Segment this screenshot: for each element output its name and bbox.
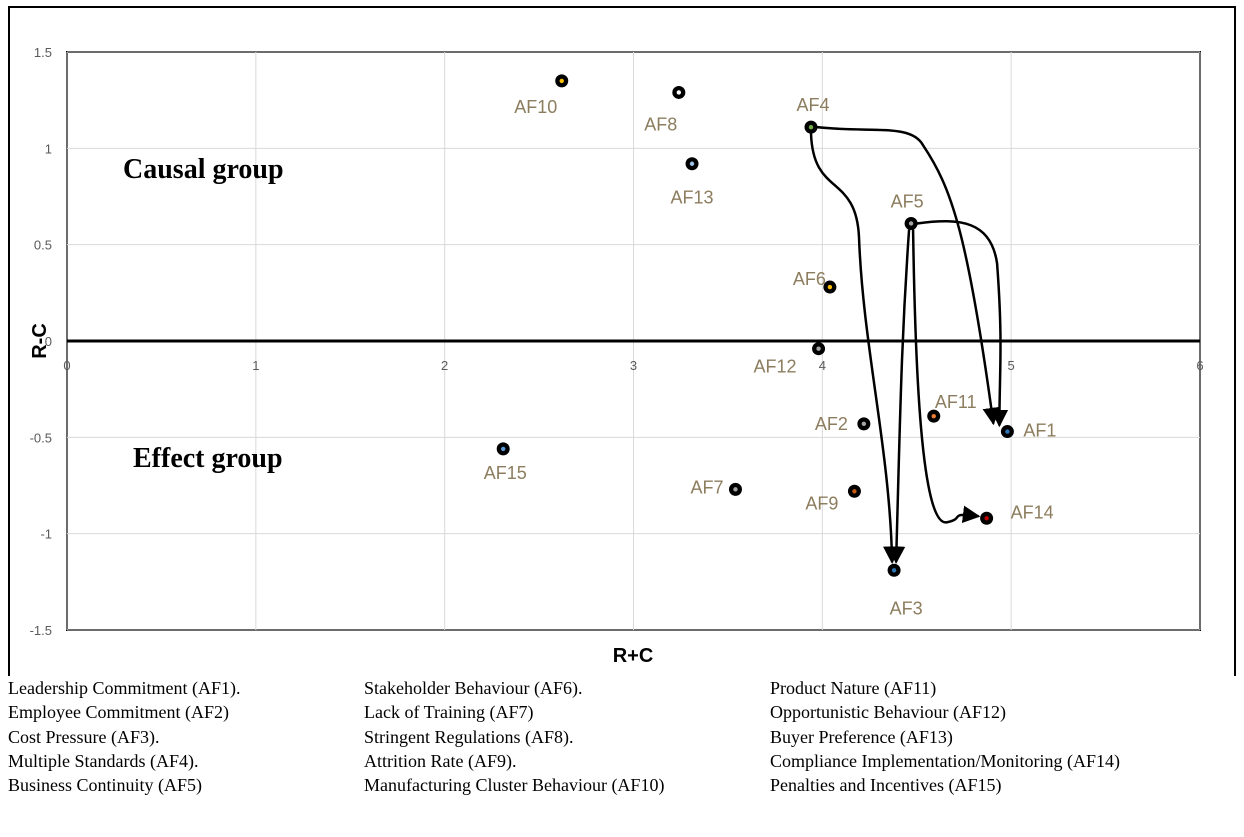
point-af12 [812, 342, 826, 356]
legend-item: Cost Pressure (AF3). [8, 726, 160, 747]
point-af6 [823, 280, 837, 294]
scatter-chart: 0 1 2 3 4 5 61.510.50-0.5-1-1.5 AF1AF2AF3AF4AF… [8, 6, 1236, 676]
x-tick-label: 0 [63, 358, 70, 373]
point-marker-center [676, 90, 682, 95]
point-marker-center [891, 568, 897, 573]
legend-column-3: Product Nature (AF11) Opportunistic Beha… [770, 676, 1120, 797]
point-marker-center [984, 516, 989, 521]
y-tick-label: -0.5 [30, 430, 52, 445]
y-tick-label: -1.5 [30, 623, 52, 638]
point-label-af15: AF15 [484, 463, 527, 483]
tick-labels: 0 1 2 3 4 5 6 1.5 1 0.5 0 -0.5 -1 -1.5 [30, 45, 1204, 638]
legend-item: Manufacturing Cluster Behaviour (AF10) [364, 775, 665, 796]
point-af8 [672, 85, 686, 99]
point-af11 [927, 409, 941, 423]
point-af14 [980, 511, 994, 525]
x-tick-label: 1 [252, 358, 259, 373]
arrow-af4-to-af1 [816, 125, 1000, 426]
point-marker-center [908, 221, 914, 226]
point-label-af8: AF8 [644, 114, 677, 134]
legend-item: Product Nature (AF11) [770, 678, 937, 698]
point-af13 [685, 157, 699, 171]
point-marker-center [559, 78, 564, 84]
point-labels: AF1 AF2 AF3 AF4 AF5 AF6 AF7 AF8 AF9 AF10 AF11 AF12 A… [484, 95, 1057, 618]
y-tick-label: 0.5 [34, 238, 52, 253]
point-marker-center [1005, 429, 1010, 434]
x-tick-label: 2 [441, 358, 448, 373]
point-af1 [1000, 425, 1014, 439]
arrow-af5-to-af3 [887, 229, 911, 565]
legend-item: Attrition Rate (AF9). [364, 750, 517, 771]
legend-item: Stakeholder Behaviour (AF6). [364, 678, 583, 698]
x-tick-label: 4 [819, 358, 826, 373]
point-af9 [847, 484, 861, 498]
legend-item: Stringent Regulations (AF8). [364, 726, 574, 747]
legend-item: Penalties and Incentives (AF15) [770, 775, 1002, 796]
point-label-af9: AF9 [805, 493, 838, 513]
point-af2 [857, 417, 871, 431]
point-af3 [887, 563, 901, 577]
arrow-af5-to-af1 [916, 220, 1009, 428]
point-label-af1: AF1 [1023, 421, 1056, 441]
point-marker-center [808, 124, 814, 130]
gridlines [66, 51, 1201, 631]
legend-item: Business Continuity (AF5) [8, 775, 203, 796]
y-tick-label: 0 [45, 334, 52, 349]
point-label-af10: AF10 [514, 97, 557, 117]
point-af15 [496, 442, 510, 456]
point-af4 [804, 120, 818, 134]
point-label-af12: AF12 [754, 357, 797, 377]
legend-item: Lack of Training (AF7) [364, 702, 534, 723]
point-label-af7: AF7 [690, 477, 723, 497]
legend-item: Opportunistic Behaviour (AF12) [770, 702, 1006, 723]
point-marker-center [689, 161, 695, 166]
effect-group-label: Effect group [133, 443, 283, 474]
x-tick-label: 6 [1196, 358, 1203, 373]
point-af5 [904, 216, 918, 230]
y-tick-label: 1.5 [34, 45, 52, 60]
legend-item: Multiple Standards (AF4). [8, 750, 199, 771]
y-tick-label: -1 [40, 527, 52, 542]
point-marker-center [816, 346, 821, 351]
arrow-af5-to-af14 [911, 229, 981, 524]
influence-arrows [809, 125, 1009, 565]
causal-group-label: Causal group [123, 154, 284, 185]
legend-item: Buyer Preference (AF13) [770, 726, 953, 747]
y-axis-title: R-C [29, 323, 51, 359]
point-label-af14: AF14 [1011, 502, 1054, 522]
data-points [496, 74, 1014, 577]
factor-legend: Leadership Commitment (AF1). Employee Co… [8, 676, 1244, 836]
legend-item: Employee Commitment (AF2) [8, 702, 229, 723]
point-label-af13: AF13 [671, 188, 714, 208]
point-label-af6: AF6 [793, 269, 826, 289]
point-marker-center [501, 446, 506, 452]
point-marker-center [733, 487, 738, 492]
legend-column-1: Leadership Commitment (AF1). Employee Co… [8, 676, 240, 797]
arrow-af4-to-af3 [809, 133, 901, 565]
x-axis-title: R+C [613, 645, 654, 667]
point-label-af2: AF2 [815, 414, 848, 434]
point-af10 [555, 74, 569, 88]
x-tick-label: 5 [1008, 358, 1015, 373]
point-label-af4: AF4 [796, 95, 829, 115]
x-tick-label: 3 [630, 358, 637, 373]
point-label-af5: AF5 [891, 191, 924, 211]
legend-item: Leadership Commitment (AF1). [8, 678, 241, 698]
legend-column-2: Stakeholder Behaviour (AF6). Lack of Tra… [364, 676, 664, 797]
point-label-af3: AF3 [890, 598, 923, 618]
point-marker-center [827, 284, 833, 290]
point-marker-center [852, 489, 857, 494]
point-marker-center [931, 413, 936, 419]
point-af7 [728, 482, 742, 496]
legend-item: Compliance Implementation/Monitoring (AF… [770, 750, 1120, 771]
point-marker-center [861, 421, 867, 427]
point-label-af11: AF11 [935, 392, 977, 412]
y-tick-label: 1 [45, 141, 52, 156]
